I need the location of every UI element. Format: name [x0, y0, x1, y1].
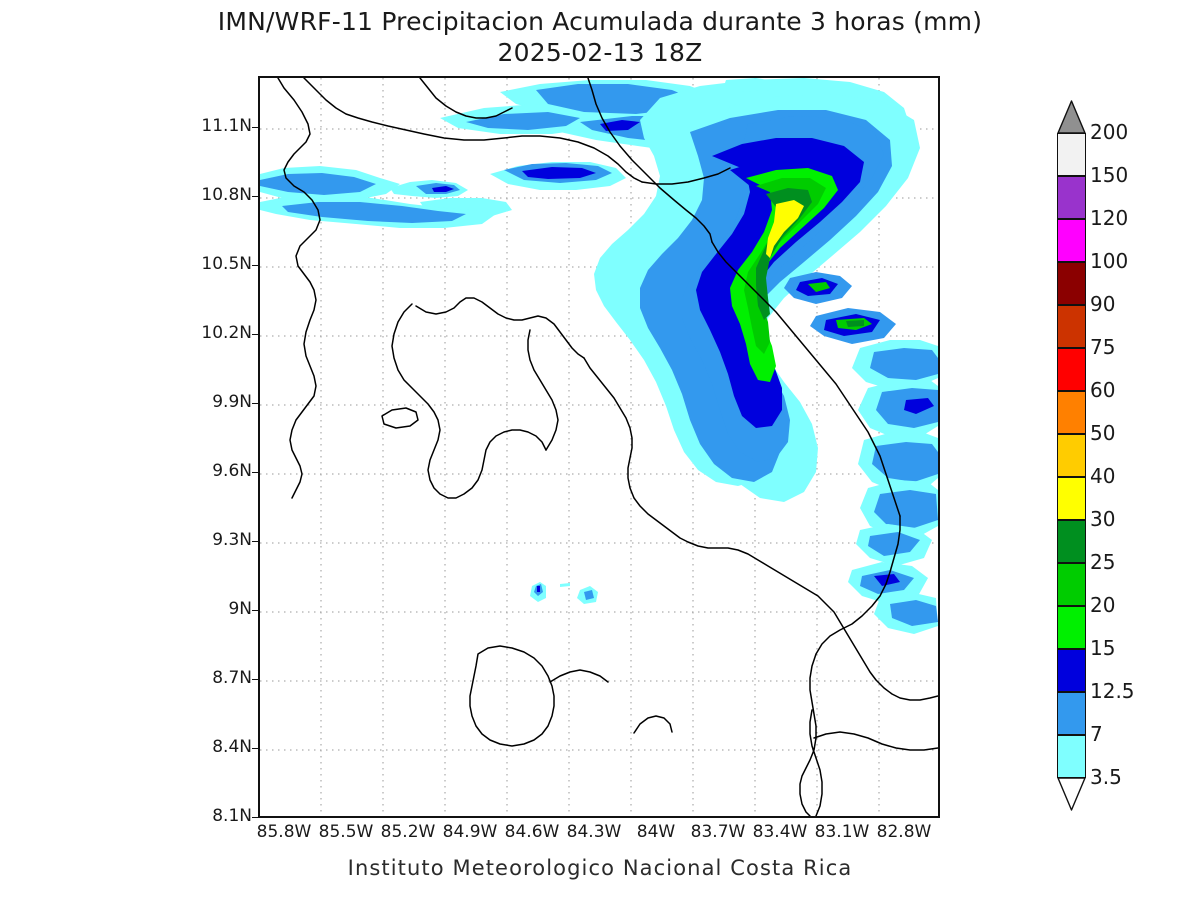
- colorbar-band-30: [1057, 477, 1086, 520]
- colorbar-band-75: [1057, 305, 1086, 348]
- x-tick-label-7: 83.7W: [690, 822, 746, 842]
- colorbar-band-150: [1057, 133, 1086, 176]
- x-tick-label-8: 83.4W: [752, 822, 808, 842]
- x-tick-label-2: 85.2W: [380, 822, 436, 842]
- x-tick-label-4: 84.6W: [504, 822, 560, 842]
- x-tick-label-6: 84W: [636, 822, 676, 842]
- footer-attribution: Instituto Meteorologico Nacional Costa R…: [347, 856, 853, 880]
- colorbar-band-7: [1057, 692, 1086, 735]
- y-tick-label-1: 10.8N: [201, 185, 252, 205]
- colorbar-label-60: 60: [1090, 378, 1116, 402]
- y-tick-label-10: 8.1N: [212, 806, 252, 826]
- y-tick-mark: [252, 265, 259, 266]
- y-tick-label-6: 9.3N: [212, 530, 252, 550]
- colorbar-band-25: [1057, 520, 1086, 563]
- precipitation-contours: [260, 78, 938, 634]
- colorbar-band-3p5: [1057, 735, 1086, 778]
- y-tick-label-7: 9N: [228, 599, 252, 619]
- y-tick-label-5: 9.6N: [212, 461, 252, 481]
- y-tick-mark: [252, 472, 259, 473]
- colorbar-label-50: 50: [1090, 421, 1116, 445]
- x-tick-label-1: 85.5W: [318, 822, 374, 842]
- title-line-2: 2025-02-13 18Z: [497, 38, 703, 67]
- colorbar-under-arrow: [1057, 777, 1086, 811]
- y-tick-mark: [252, 679, 259, 680]
- colorbar-label-25: 25: [1090, 550, 1116, 574]
- colorbar-band-90: [1057, 262, 1086, 305]
- colorbar-label-150: 150: [1090, 163, 1129, 187]
- y-tick-label-4: 9.9N: [212, 392, 252, 412]
- colorbar-band-12p5: [1057, 649, 1086, 692]
- y-tick-mark: [252, 403, 259, 404]
- colorbar-label-100: 100: [1090, 249, 1129, 273]
- precipitation-colorbar: 200 150 120 100 90 75 60 50 40 30 25 20 …: [1057, 100, 1135, 811]
- x-tick-label-3: 84.9W: [442, 822, 498, 842]
- map-plot-area: [258, 76, 940, 818]
- y-tick-mark: [252, 541, 259, 542]
- y-tick-mark: [252, 748, 259, 749]
- y-tick-mark: [252, 817, 259, 818]
- y-tick-mark: [252, 127, 259, 128]
- title-line-1: IMN/WRF-11 Precipitacion Acumulada duran…: [217, 7, 983, 36]
- colorbar-band-40: [1057, 434, 1086, 477]
- y-tick-label-2: 10.5N: [201, 254, 252, 274]
- x-tick-label-9: 83.1W: [814, 822, 870, 842]
- map-canvas: [260, 78, 938, 816]
- x-tick-label-5: 84.3W: [566, 822, 622, 842]
- y-tick-label-8: 8.7N: [212, 668, 252, 688]
- colorbar-label-20: 20: [1090, 593, 1116, 617]
- colorbar-label-75: 75: [1090, 335, 1116, 359]
- colorbar-band-120: [1057, 176, 1086, 219]
- colorbar-label-90: 90: [1090, 292, 1116, 316]
- y-tick-mark: [252, 196, 259, 197]
- colorbar-band-60: [1057, 348, 1086, 391]
- colorbar-label-15: 15: [1090, 636, 1116, 660]
- colorbar-label-120: 120: [1090, 206, 1129, 230]
- colorbar-band-15: [1057, 606, 1086, 649]
- y-tick-mark: [252, 610, 259, 611]
- colorbar-label-200: 200: [1090, 120, 1129, 144]
- page-title: IMN/WRF-11 Precipitacion Acumulada duran…: [0, 6, 1200, 68]
- y-tick-label-9: 8.4N: [212, 737, 252, 757]
- colorbar-label-7: 7: [1090, 722, 1103, 746]
- colorbar-label-3p5: 3.5: [1090, 765, 1122, 789]
- x-tick-label-10: 82.8W: [876, 822, 932, 842]
- colorbar-band-50: [1057, 391, 1086, 434]
- y-tick-label-0: 11.1N: [201, 116, 252, 136]
- colorbar-label-40: 40: [1090, 464, 1116, 488]
- colorbar-band-100: [1057, 219, 1086, 262]
- y-tick-label-3: 10.2N: [201, 323, 252, 343]
- colorbar-label-30: 30: [1090, 507, 1116, 531]
- colorbar-label-12p5: 12.5: [1090, 679, 1135, 703]
- coastline-overlay: [277, 78, 938, 816]
- y-tick-mark: [252, 334, 259, 335]
- colorbar-band-20: [1057, 563, 1086, 606]
- colorbar-over-arrow: [1057, 100, 1086, 134]
- x-tick-label-0: 85.8W: [256, 822, 312, 842]
